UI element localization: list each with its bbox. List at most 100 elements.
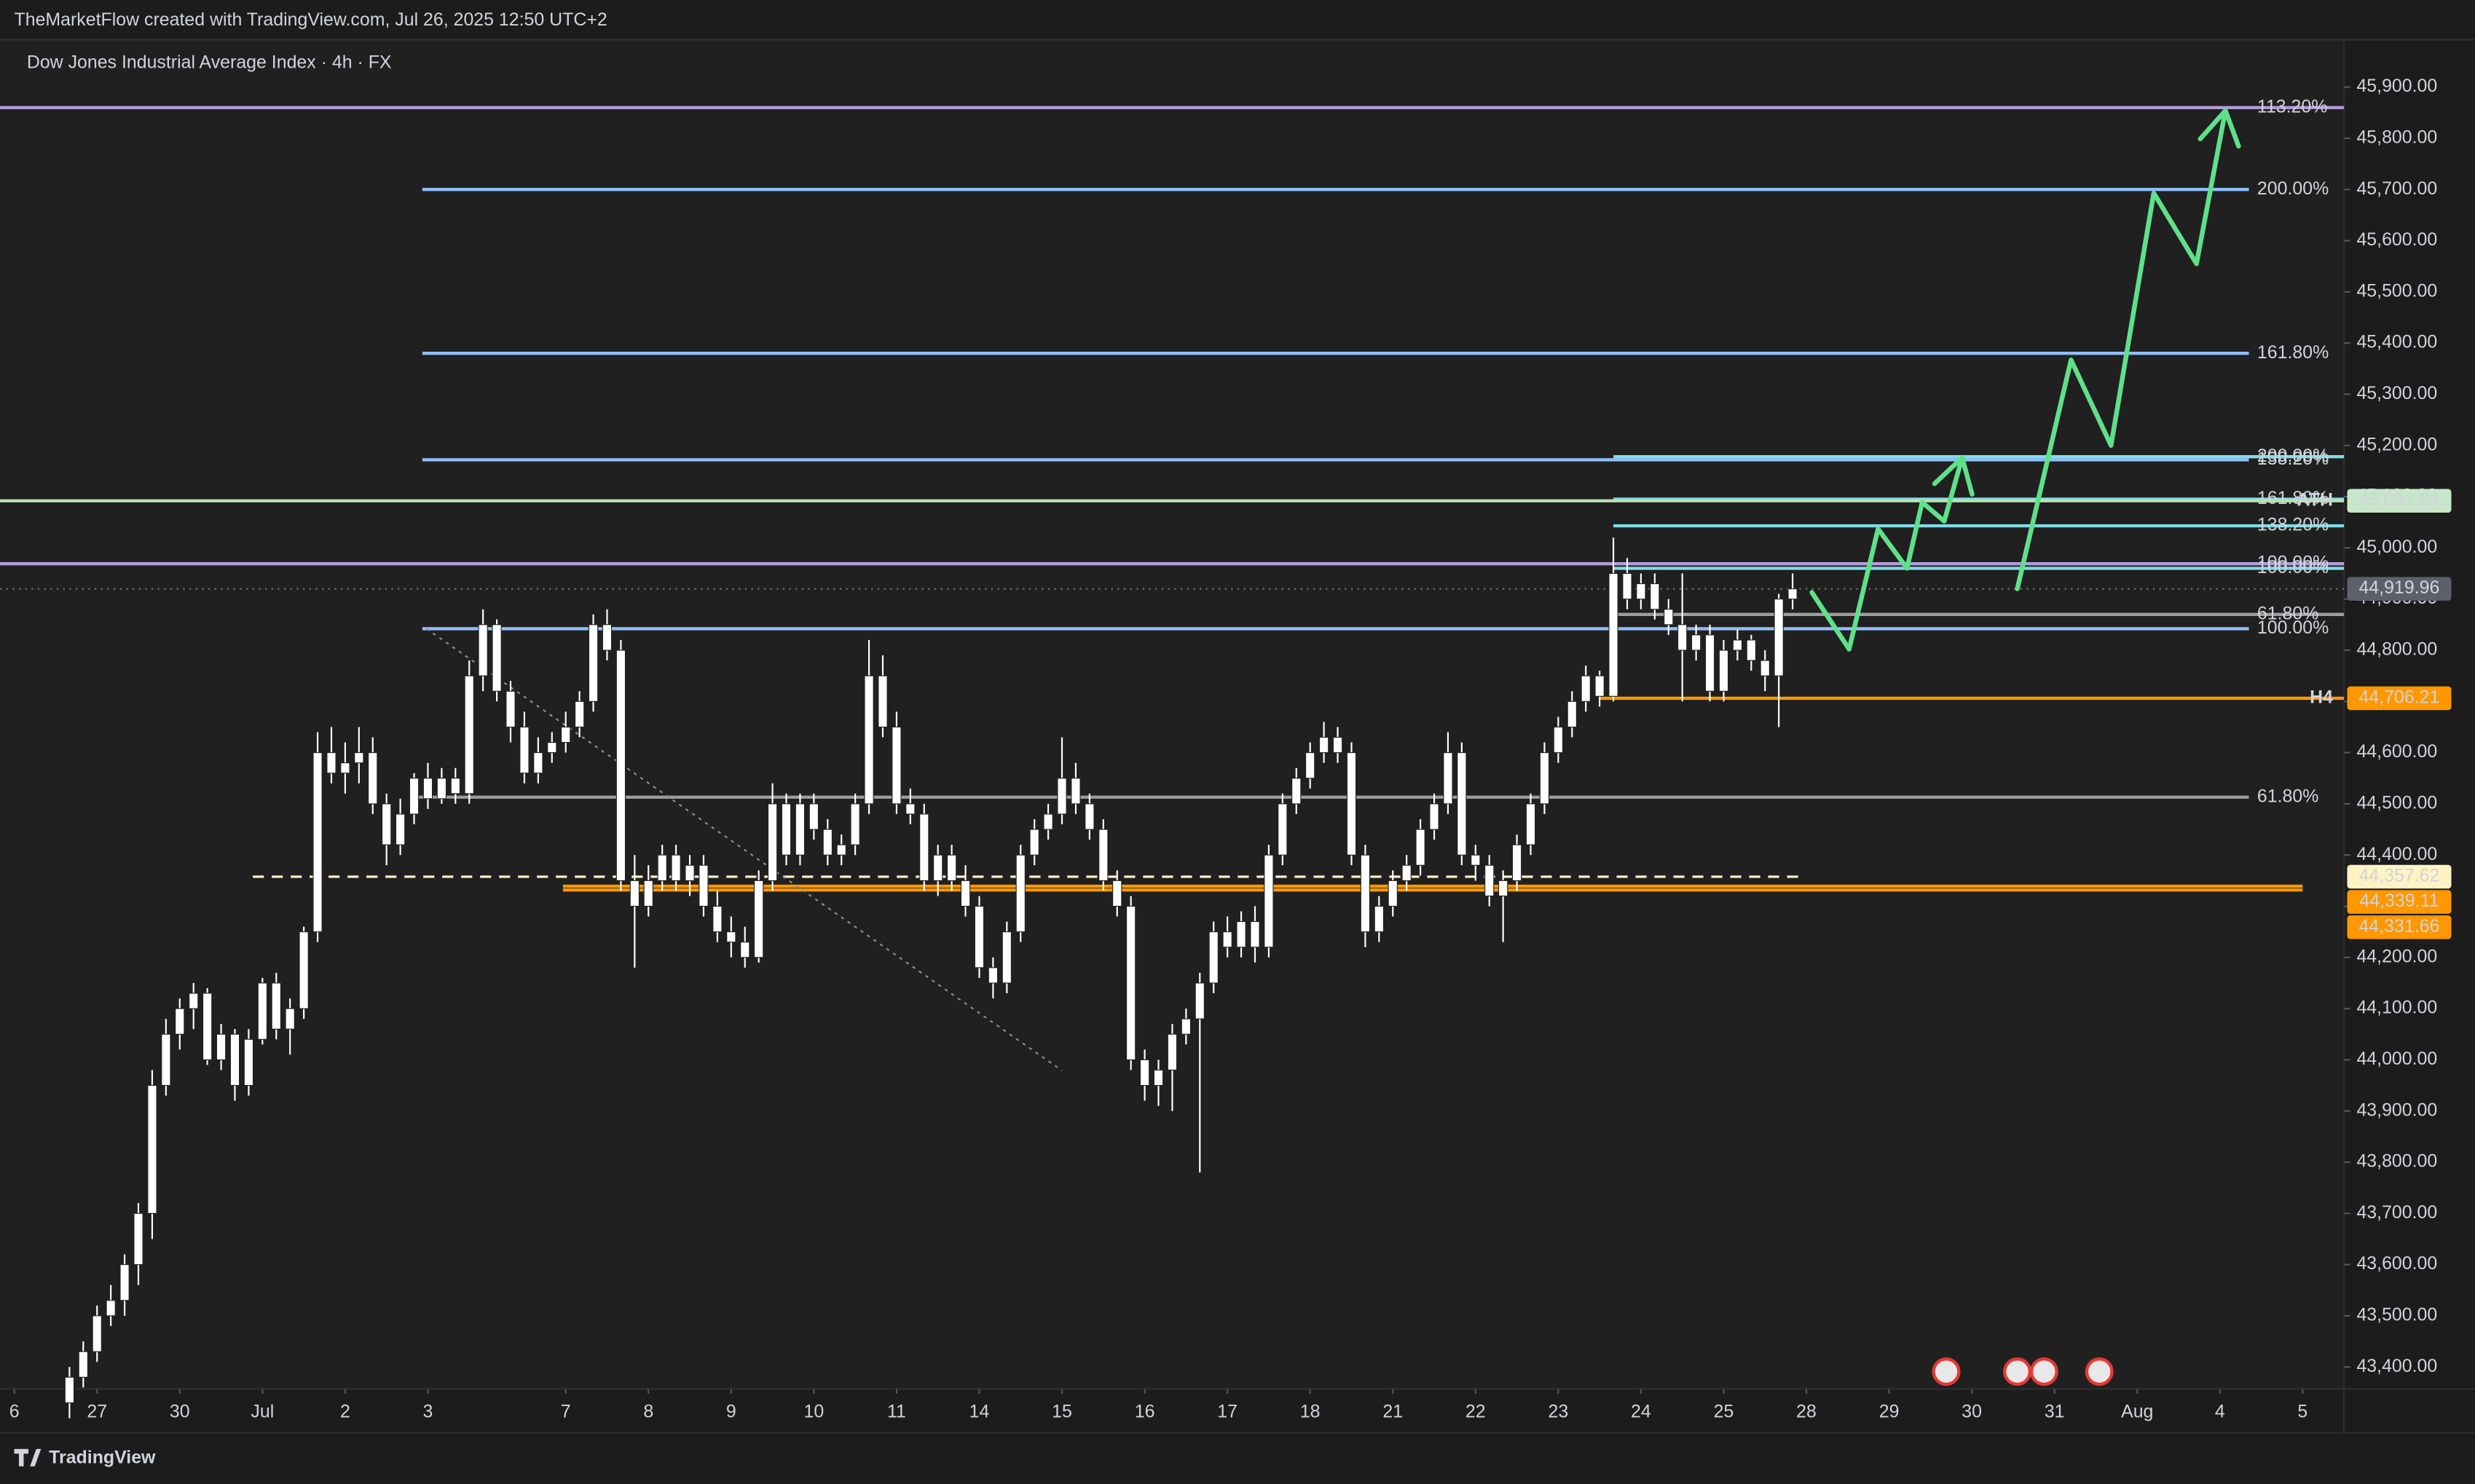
candle-body <box>767 803 778 881</box>
x-tick-label: 29 <box>1879 1402 1900 1422</box>
candle-body <box>189 992 199 1009</box>
candle-body <box>602 624 613 651</box>
candle-body <box>905 803 916 815</box>
level-label: 200.00% <box>2257 446 2329 466</box>
price-tag-label: 45,091.94 <box>2359 489 2440 510</box>
x-tick-label: 27 <box>87 1402 107 1422</box>
candle-body <box>892 726 902 805</box>
y-tick-label: 45,300.00 <box>2356 383 2437 403</box>
projection-path <box>2015 108 2228 591</box>
level-label: 100.00% <box>2257 617 2329 638</box>
candle-body <box>1153 1069 1164 1086</box>
candle-body <box>1511 844 1522 881</box>
candle-body <box>836 844 846 856</box>
event-icon[interactable] <box>2003 1357 2032 1386</box>
candle-body <box>754 880 764 958</box>
candle-body <box>1415 829 1425 866</box>
x-tick-label: 25 <box>1714 1402 1734 1422</box>
level-label: 161.80% <box>2257 342 2329 363</box>
y-tick-label: 45,600.00 <box>2356 229 2437 250</box>
candle-body <box>1594 675 1605 697</box>
x-tick-label: 18 <box>1300 1402 1321 1422</box>
y-tick-label: 44,000.00 <box>2356 1049 2437 1069</box>
event-icon[interactable] <box>2029 1357 2058 1386</box>
candle-body <box>382 803 392 845</box>
candle-body <box>175 1008 185 1035</box>
candle-body <box>547 741 557 754</box>
candle-body <box>615 650 626 881</box>
level-label: H4 <box>2310 687 2333 708</box>
level-label: 138.20% <box>2257 449 2329 469</box>
candle-body <box>1471 854 1481 866</box>
level-label: 61.80% <box>2257 603 2318 623</box>
candle-body <box>464 675 474 794</box>
candle-body <box>1787 588 1798 600</box>
candle-body <box>1718 650 1729 692</box>
candle-body <box>1305 752 1315 779</box>
candle-body <box>1553 726 1563 754</box>
candle-body <box>92 1315 102 1352</box>
candle-body <box>1636 583 1646 600</box>
candle-body <box>354 752 364 764</box>
candle-body <box>422 778 433 800</box>
y-tick-label: 44,200.00 <box>2356 946 2437 966</box>
candle-body <box>1525 803 1536 845</box>
arrow-head <box>1959 455 1975 497</box>
arrow-head <box>2223 108 2241 149</box>
event-icon[interactable] <box>2085 1357 2114 1386</box>
candle-body <box>919 813 929 881</box>
level-label: 161.80% <box>2257 488 2329 508</box>
x-tick-label: 23 <box>1549 1402 1569 1422</box>
candle-body <box>1057 778 1067 815</box>
y-tick-label: 45,700.00 <box>2356 178 2437 199</box>
y-tick-label: 43,900.00 <box>2356 1100 2437 1120</box>
candle-body <box>64 1376 74 1404</box>
candle-body <box>1388 880 1398 907</box>
x-tick-label: 28 <box>1796 1402 1817 1422</box>
candle-body <box>78 1351 88 1378</box>
candle-body <box>1071 778 1081 805</box>
x-tick-label: 11 <box>887 1402 906 1422</box>
candle-body <box>1319 736 1329 754</box>
y-tick-label: 45,200.00 <box>2356 434 2437 454</box>
y-tick-label: 45,000.00 <box>2356 537 2437 557</box>
candle-body <box>878 675 888 727</box>
x-tick-label: Aug <box>2121 1402 2153 1422</box>
projection-path <box>1809 455 1965 652</box>
candle-body <box>1167 1033 1178 1071</box>
price-tag-label: 44,706.21 <box>2359 687 2440 708</box>
candle-body <box>643 880 653 907</box>
candle-body <box>575 700 585 727</box>
candle-body <box>1539 752 1550 805</box>
candle-body <box>1043 813 1053 830</box>
candle-body <box>1346 752 1357 856</box>
candle-body <box>1195 982 1205 1019</box>
candle-body <box>933 854 943 881</box>
candle-body <box>1704 634 1715 692</box>
candle-body <box>243 1038 254 1086</box>
candle-body <box>1264 854 1274 948</box>
candle-body <box>671 854 681 881</box>
y-tick-label: 43,700.00 <box>2356 1202 2437 1223</box>
candle-body <box>1567 700 1577 727</box>
x-tick-label: 4 <box>2215 1402 2225 1422</box>
x-tick-label: 10 <box>804 1402 825 1422</box>
candle-body <box>561 726 571 743</box>
x-tick-label: 22 <box>1465 1402 1486 1422</box>
x-tick-label: 14 <box>969 1402 990 1422</box>
x-tick-label: Jul <box>251 1402 274 1422</box>
candle-body <box>1429 803 1439 830</box>
x-tick-label: 6 <box>9 1402 20 1422</box>
candle-body <box>1332 736 1343 754</box>
event-icon[interactable] <box>1932 1357 1961 1386</box>
y-tick-label: 43,800.00 <box>2356 1151 2437 1172</box>
y-tick-label: 44,500.00 <box>2356 792 2437 813</box>
level-label: 200.00% <box>2257 178 2329 199</box>
y-tick-label: 44,400.00 <box>2356 844 2437 864</box>
price-tag-label: 44,919.96 <box>2359 577 2440 598</box>
y-tick-label: 45,400.00 <box>2356 332 2437 352</box>
level-label: ATH <box>2297 489 2333 510</box>
y-tick-label: 44,800.00 <box>2356 639 2437 660</box>
candle-body <box>1002 931 1012 984</box>
